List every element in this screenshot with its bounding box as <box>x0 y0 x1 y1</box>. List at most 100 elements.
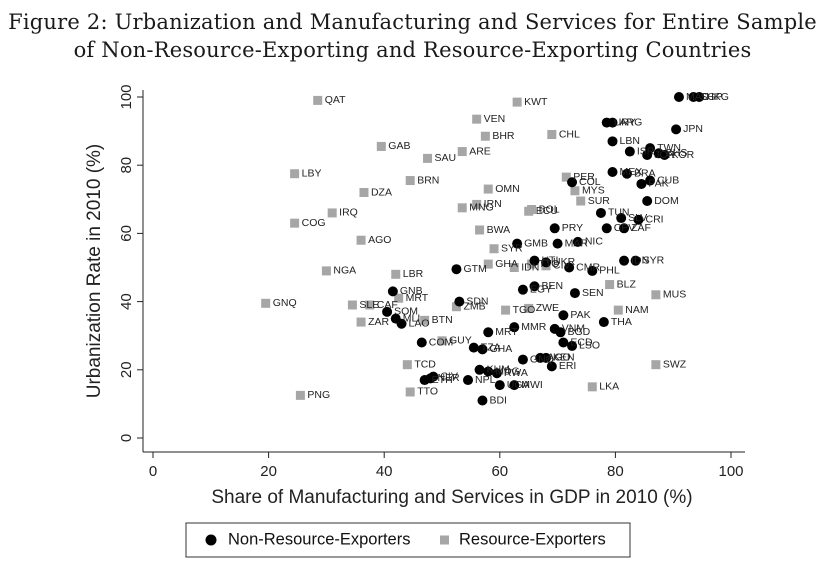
point-pak <box>636 178 647 189</box>
x-tick-label: 80 <box>607 463 624 480</box>
point-mng <box>457 203 467 213</box>
point-com <box>416 337 427 348</box>
point-label-sle: SLE <box>359 299 379 311</box>
y-axis-title: Urbanization Rate in 2010 (%) <box>84 144 105 399</box>
point-zmb <box>451 302 461 312</box>
point-mrt <box>394 293 404 303</box>
point-label-btn: BTN <box>432 314 453 326</box>
point-mus <box>651 290 661 300</box>
point-label-lka: LKA <box>599 381 619 393</box>
point-bol <box>527 205 537 215</box>
point-label-lby: LBY <box>302 168 322 180</box>
point-label-cog: COG <box>302 217 326 229</box>
point-label-caf: CAF <box>377 299 398 311</box>
point-mar <box>552 238 563 249</box>
point-isr <box>624 146 635 157</box>
point-qat <box>313 95 323 105</box>
point-cub <box>645 175 656 186</box>
legend-marker-non-resource-exporters <box>205 534 217 546</box>
point-label-lso: LSO <box>579 340 600 352</box>
point-label-tun: TUN <box>608 207 630 219</box>
point-label-tgo: TGO <box>513 304 536 316</box>
point-jor <box>642 149 653 160</box>
point-mex <box>607 167 618 178</box>
point-label-hkg: HKG <box>706 91 729 103</box>
chart-title-line-2: of Non-Resource-Exporting and Resource-E… <box>73 38 752 62</box>
point-label-sau: SAU <box>435 152 457 164</box>
point-label-pak: PAK <box>570 309 590 321</box>
point-uga <box>494 380 505 391</box>
point-gnq <box>517 354 528 365</box>
point-label-bhr: BHR <box>492 130 515 142</box>
point-per <box>561 172 571 182</box>
x-tick-label: 100 <box>718 463 743 480</box>
point-label-qat: QAT <box>325 94 346 106</box>
point-label-khm: KHM <box>487 364 510 376</box>
point-label-twn: TWN <box>657 142 681 154</box>
point-tun <box>595 207 606 218</box>
point-label-civ: CIV <box>553 260 571 272</box>
point-syr <box>630 255 641 266</box>
point-label-ken: KEN <box>553 352 575 364</box>
point-label-mdg: MDG <box>495 365 520 377</box>
point-label-ecd: ECD <box>570 336 593 348</box>
point-label-gnb: GNB <box>400 285 423 297</box>
point-label-eth: ETH <box>432 374 453 386</box>
point-label-cmr: CMR <box>576 261 600 273</box>
point-label-swz: SWZ <box>663 358 687 370</box>
y-tick-label: 100 <box>118 84 135 109</box>
point-label-sgp: SGP <box>700 91 722 103</box>
point-label-ago: AGO <box>368 234 391 246</box>
point-label-phl: PHL <box>599 265 620 277</box>
y-tick-label: 0 <box>118 434 135 442</box>
data-points <box>261 92 705 406</box>
point-bhr <box>480 131 490 141</box>
point-label-mys: MYS <box>582 185 605 197</box>
point-label-gtm: GTM <box>463 263 486 275</box>
x-tick-label: 60 <box>491 463 508 480</box>
point-khm <box>474 364 485 375</box>
point-label-tza: TZA <box>481 341 501 353</box>
point-label-syr: SYR <box>501 243 523 255</box>
point-gha <box>483 259 493 269</box>
point-irn <box>472 199 482 209</box>
point-slv <box>616 213 627 224</box>
point-hti <box>529 255 540 266</box>
point-mmr <box>509 322 520 333</box>
point-som <box>382 306 393 317</box>
point-tto <box>405 387 415 397</box>
point-ecd <box>558 337 569 348</box>
point-lbn <box>607 136 618 147</box>
point-label-sdn: SDN <box>466 295 488 307</box>
point-label-lao: LAO <box>409 318 430 330</box>
point-label-gnq: GNQ <box>273 297 297 309</box>
point-ukr <box>541 257 552 268</box>
point-label-col: COL <box>579 176 601 188</box>
point-btn <box>420 315 430 325</box>
point-mdg <box>483 366 494 377</box>
point-brn <box>405 176 415 186</box>
point-zar <box>356 317 366 327</box>
point-cri <box>633 214 644 225</box>
point-bdi <box>477 395 488 406</box>
y-tick-label: 80 <box>118 157 135 174</box>
point-label-dom: DOM <box>654 195 679 207</box>
point-mys <box>570 186 580 196</box>
point-swz <box>651 360 661 370</box>
point-label-ben: BEN <box>541 280 563 292</box>
point-guy <box>437 336 447 346</box>
point-label-mus: MUS <box>663 289 686 301</box>
point-label-kor: KOR <box>672 149 695 161</box>
point-idn <box>509 263 519 272</box>
point-label-chl: CHL <box>559 128 580 140</box>
point-label-kwt: KWT <box>524 96 548 108</box>
point-gab <box>376 141 386 151</box>
point-label-bol: BOL <box>539 203 560 215</box>
legend-marker-resource-exporters <box>440 535 449 545</box>
point-lby <box>290 169 300 179</box>
point-eth <box>419 375 430 386</box>
point-label-jpn: JPN <box>683 123 703 135</box>
point-label-gmb: GMB <box>524 237 548 249</box>
point-gha <box>477 344 488 355</box>
